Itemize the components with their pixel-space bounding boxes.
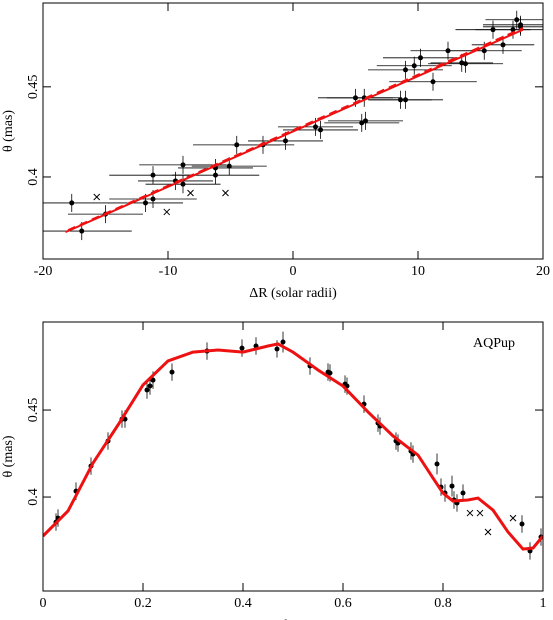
data-point xyxy=(500,42,506,48)
x-tick-label: 0.6 xyxy=(334,596,352,611)
x-axis-label: ΔR (solar radii) xyxy=(249,286,337,301)
y-tick-label: 0.4 xyxy=(26,168,41,186)
fit-curve xyxy=(43,342,543,551)
x-tick-label: 0.8 xyxy=(434,596,452,611)
data-point xyxy=(318,127,323,133)
data-point xyxy=(150,377,156,383)
data-point xyxy=(79,228,85,234)
data-point xyxy=(363,118,368,124)
cross-point xyxy=(222,189,229,197)
data-point xyxy=(434,461,440,467)
plot-area xyxy=(43,331,543,560)
data-point xyxy=(213,172,218,178)
data-point xyxy=(430,79,436,85)
data-point xyxy=(226,163,232,169)
x-tick-label: -10 xyxy=(159,264,178,279)
cross-point xyxy=(509,514,517,522)
data-point xyxy=(169,369,175,375)
y-tick-label: 0.45 xyxy=(26,75,41,100)
data-point xyxy=(449,483,455,489)
data-point xyxy=(403,97,408,103)
x-tick-label: 0.2 xyxy=(134,596,152,611)
data-point xyxy=(313,124,318,130)
data-point xyxy=(463,61,468,67)
data-point xyxy=(69,200,75,206)
x-tick-label: 1 xyxy=(540,596,547,611)
data-point xyxy=(144,387,150,393)
fit-curve xyxy=(67,27,524,232)
data-point xyxy=(411,63,417,69)
cross-point xyxy=(476,509,484,517)
y-axis-label: θ (mas) xyxy=(1,435,16,477)
frame xyxy=(42,2,544,260)
data-point xyxy=(403,67,408,73)
data-point xyxy=(147,383,153,389)
data-point xyxy=(519,521,525,527)
y-tick-label: 0.4 xyxy=(26,488,41,506)
data-point xyxy=(180,181,186,187)
y-axis-label: θ (mas) xyxy=(1,110,16,152)
x-tick-label: -20 xyxy=(34,264,53,279)
data-point xyxy=(180,162,186,168)
data-point xyxy=(327,370,333,376)
cross-point xyxy=(466,509,474,517)
data-point xyxy=(359,120,365,126)
x-tick-label: 0 xyxy=(290,264,297,279)
data-point xyxy=(150,172,156,178)
data-point xyxy=(239,345,245,351)
data-point xyxy=(283,138,288,144)
cross-point xyxy=(484,528,492,536)
cross-point xyxy=(163,208,171,216)
plot-area xyxy=(43,10,543,241)
data-point xyxy=(143,200,148,206)
annotation: AQPup xyxy=(473,336,515,351)
data-point xyxy=(150,196,156,202)
y-tick-label: 0.45 xyxy=(26,398,41,423)
cross-point xyxy=(187,189,194,197)
x-tick-label: 0 xyxy=(40,596,47,611)
cross-point xyxy=(93,193,101,201)
data-point xyxy=(274,346,280,352)
frame xyxy=(42,321,544,592)
x-tick-label: 10 xyxy=(411,264,425,279)
data-point xyxy=(418,55,423,61)
x-tick-label: 20 xyxy=(536,264,550,279)
data-point xyxy=(280,339,286,345)
data-point xyxy=(460,490,466,496)
x-axis-label: Phase xyxy=(277,618,310,620)
data-point xyxy=(514,17,520,23)
x-tick-label: 0.4 xyxy=(234,596,252,611)
data-point xyxy=(481,48,487,54)
